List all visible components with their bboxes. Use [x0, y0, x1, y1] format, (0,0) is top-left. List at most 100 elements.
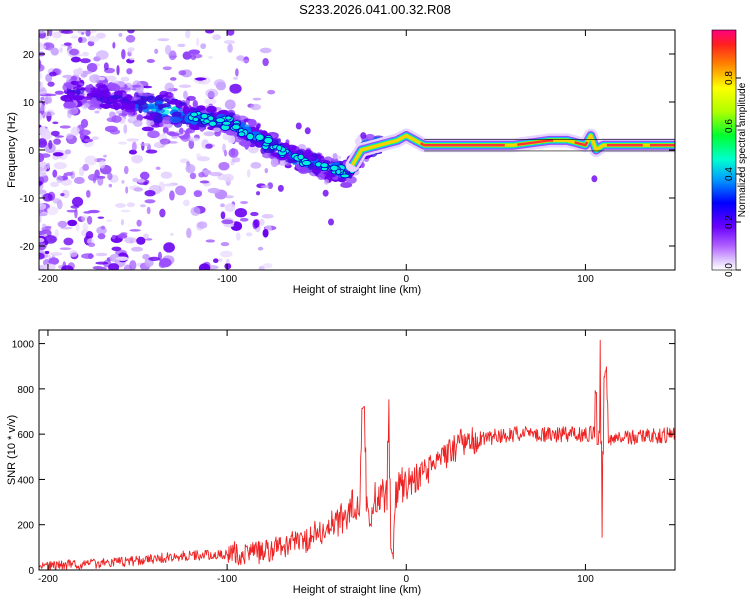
heat-cell: [111, 115, 122, 123]
heat-cell: [42, 193, 53, 202]
heat-cell: [48, 257, 60, 265]
heat-cell: [95, 252, 108, 257]
heat-cell: [188, 139, 195, 150]
heat-cell: [231, 157, 241, 163]
heat-cell: [163, 242, 175, 253]
heat-cell: [322, 189, 329, 197]
heat-cell: [129, 229, 141, 232]
heat-cell: [198, 172, 205, 178]
heat-cell: [317, 173, 325, 181]
heat-cell: [71, 196, 84, 207]
heat-cell: [61, 265, 74, 270]
heat-cell: [330, 164, 339, 172]
heat-cell: [220, 241, 230, 247]
y-tick-label: 200: [17, 521, 34, 532]
heat-cell: [360, 132, 367, 140]
heat-cell: [65, 171, 74, 176]
y-tick-label: 0: [28, 146, 34, 157]
colorbar-label: Normalized spectral amplitude: [737, 82, 748, 217]
heat-cell: [121, 180, 125, 184]
spectrogram-track: [345, 128, 675, 172]
heat-cell: [262, 57, 269, 67]
heat-cell: [39, 100, 42, 108]
heat-cell: [234, 208, 248, 218]
heat-cell: [297, 153, 305, 161]
heat-cell: [100, 225, 106, 230]
heat-cell: [67, 219, 78, 227]
heat-cell: [148, 93, 155, 97]
heat-cell: [163, 98, 170, 102]
heat-cell: [40, 174, 49, 183]
heat-cell: [229, 83, 242, 94]
heat-cell: [144, 199, 156, 204]
heat-cell: [136, 178, 146, 183]
heat-cell: [129, 102, 136, 111]
track-core: [574, 141, 589, 147]
heat-cell: [39, 81, 44, 89]
heat-cell: [197, 221, 208, 229]
heat-cell: [43, 263, 56, 270]
heat-cell: [120, 76, 130, 82]
heat-cell: [222, 173, 234, 182]
heat-cell: [145, 149, 158, 154]
heat-cell: [141, 126, 154, 132]
snr-line: [39, 339, 675, 570]
heat-cell: [115, 256, 129, 261]
heat-cell: [186, 161, 191, 172]
heat-cell: [208, 120, 217, 127]
heat-cell: [215, 117, 226, 124]
heat-cell: [56, 175, 64, 184]
heat-cell: [154, 141, 162, 148]
heat-cell: [235, 232, 241, 241]
heat-cell: [96, 32, 106, 39]
heat-cell: [200, 43, 207, 50]
heat-cell: [295, 122, 302, 130]
heat-cell: [161, 116, 173, 125]
heat-cell: [196, 105, 206, 111]
heat-cell: [143, 181, 148, 186]
heat-cell: [203, 131, 215, 137]
heat-cell: [77, 36, 83, 43]
heat-cell: [98, 76, 106, 81]
heat-cell: [258, 265, 265, 270]
heat-cell: [110, 79, 120, 84]
heat-cell: [340, 182, 353, 188]
heat-cell: [90, 98, 98, 106]
heat-cell: [47, 96, 52, 104]
heat-cell: [313, 169, 321, 174]
heat-cell: [168, 116, 182, 124]
heat-cell: [220, 203, 225, 208]
heat-cell: [328, 218, 335, 226]
heat-cell: [118, 87, 131, 91]
heat-cell: [154, 100, 164, 105]
heat-cell: [262, 228, 269, 238]
heat-cell: [206, 105, 217, 113]
y-tick-label: 400: [17, 475, 34, 486]
x-tick-label: 100: [577, 574, 594, 585]
heat-cell: [39, 72, 43, 80]
heat-cell: [124, 108, 137, 113]
heat-cell: [94, 110, 100, 114]
heat-cell: [162, 66, 172, 71]
heat-cell: [188, 49, 201, 55]
heat-cell: [190, 206, 201, 216]
heat-cell: [117, 141, 127, 145]
heat-cell: [224, 262, 232, 270]
heat-cell: [168, 132, 180, 137]
heat-cell: [205, 239, 216, 243]
heat-cell: [205, 30, 215, 34]
colorbar-ticks: 0.0 0.2 0.4 0.6 0.8: [724, 71, 741, 277]
heat-cell: [74, 207, 78, 219]
heat-cell: [39, 230, 47, 235]
spectrogram-y-ticks: -20 -10 0 10 20: [20, 50, 675, 253]
heat-cell: [306, 151, 313, 160]
heat-cell: [157, 38, 170, 42]
heat-cell: [136, 114, 144, 122]
heat-cell: [103, 154, 107, 158]
heat-cell: [82, 222, 88, 232]
heat-cell: [50, 47, 59, 56]
heat-cell: [261, 213, 274, 219]
heat-cell: [267, 89, 276, 95]
heat-cell: [192, 53, 203, 59]
